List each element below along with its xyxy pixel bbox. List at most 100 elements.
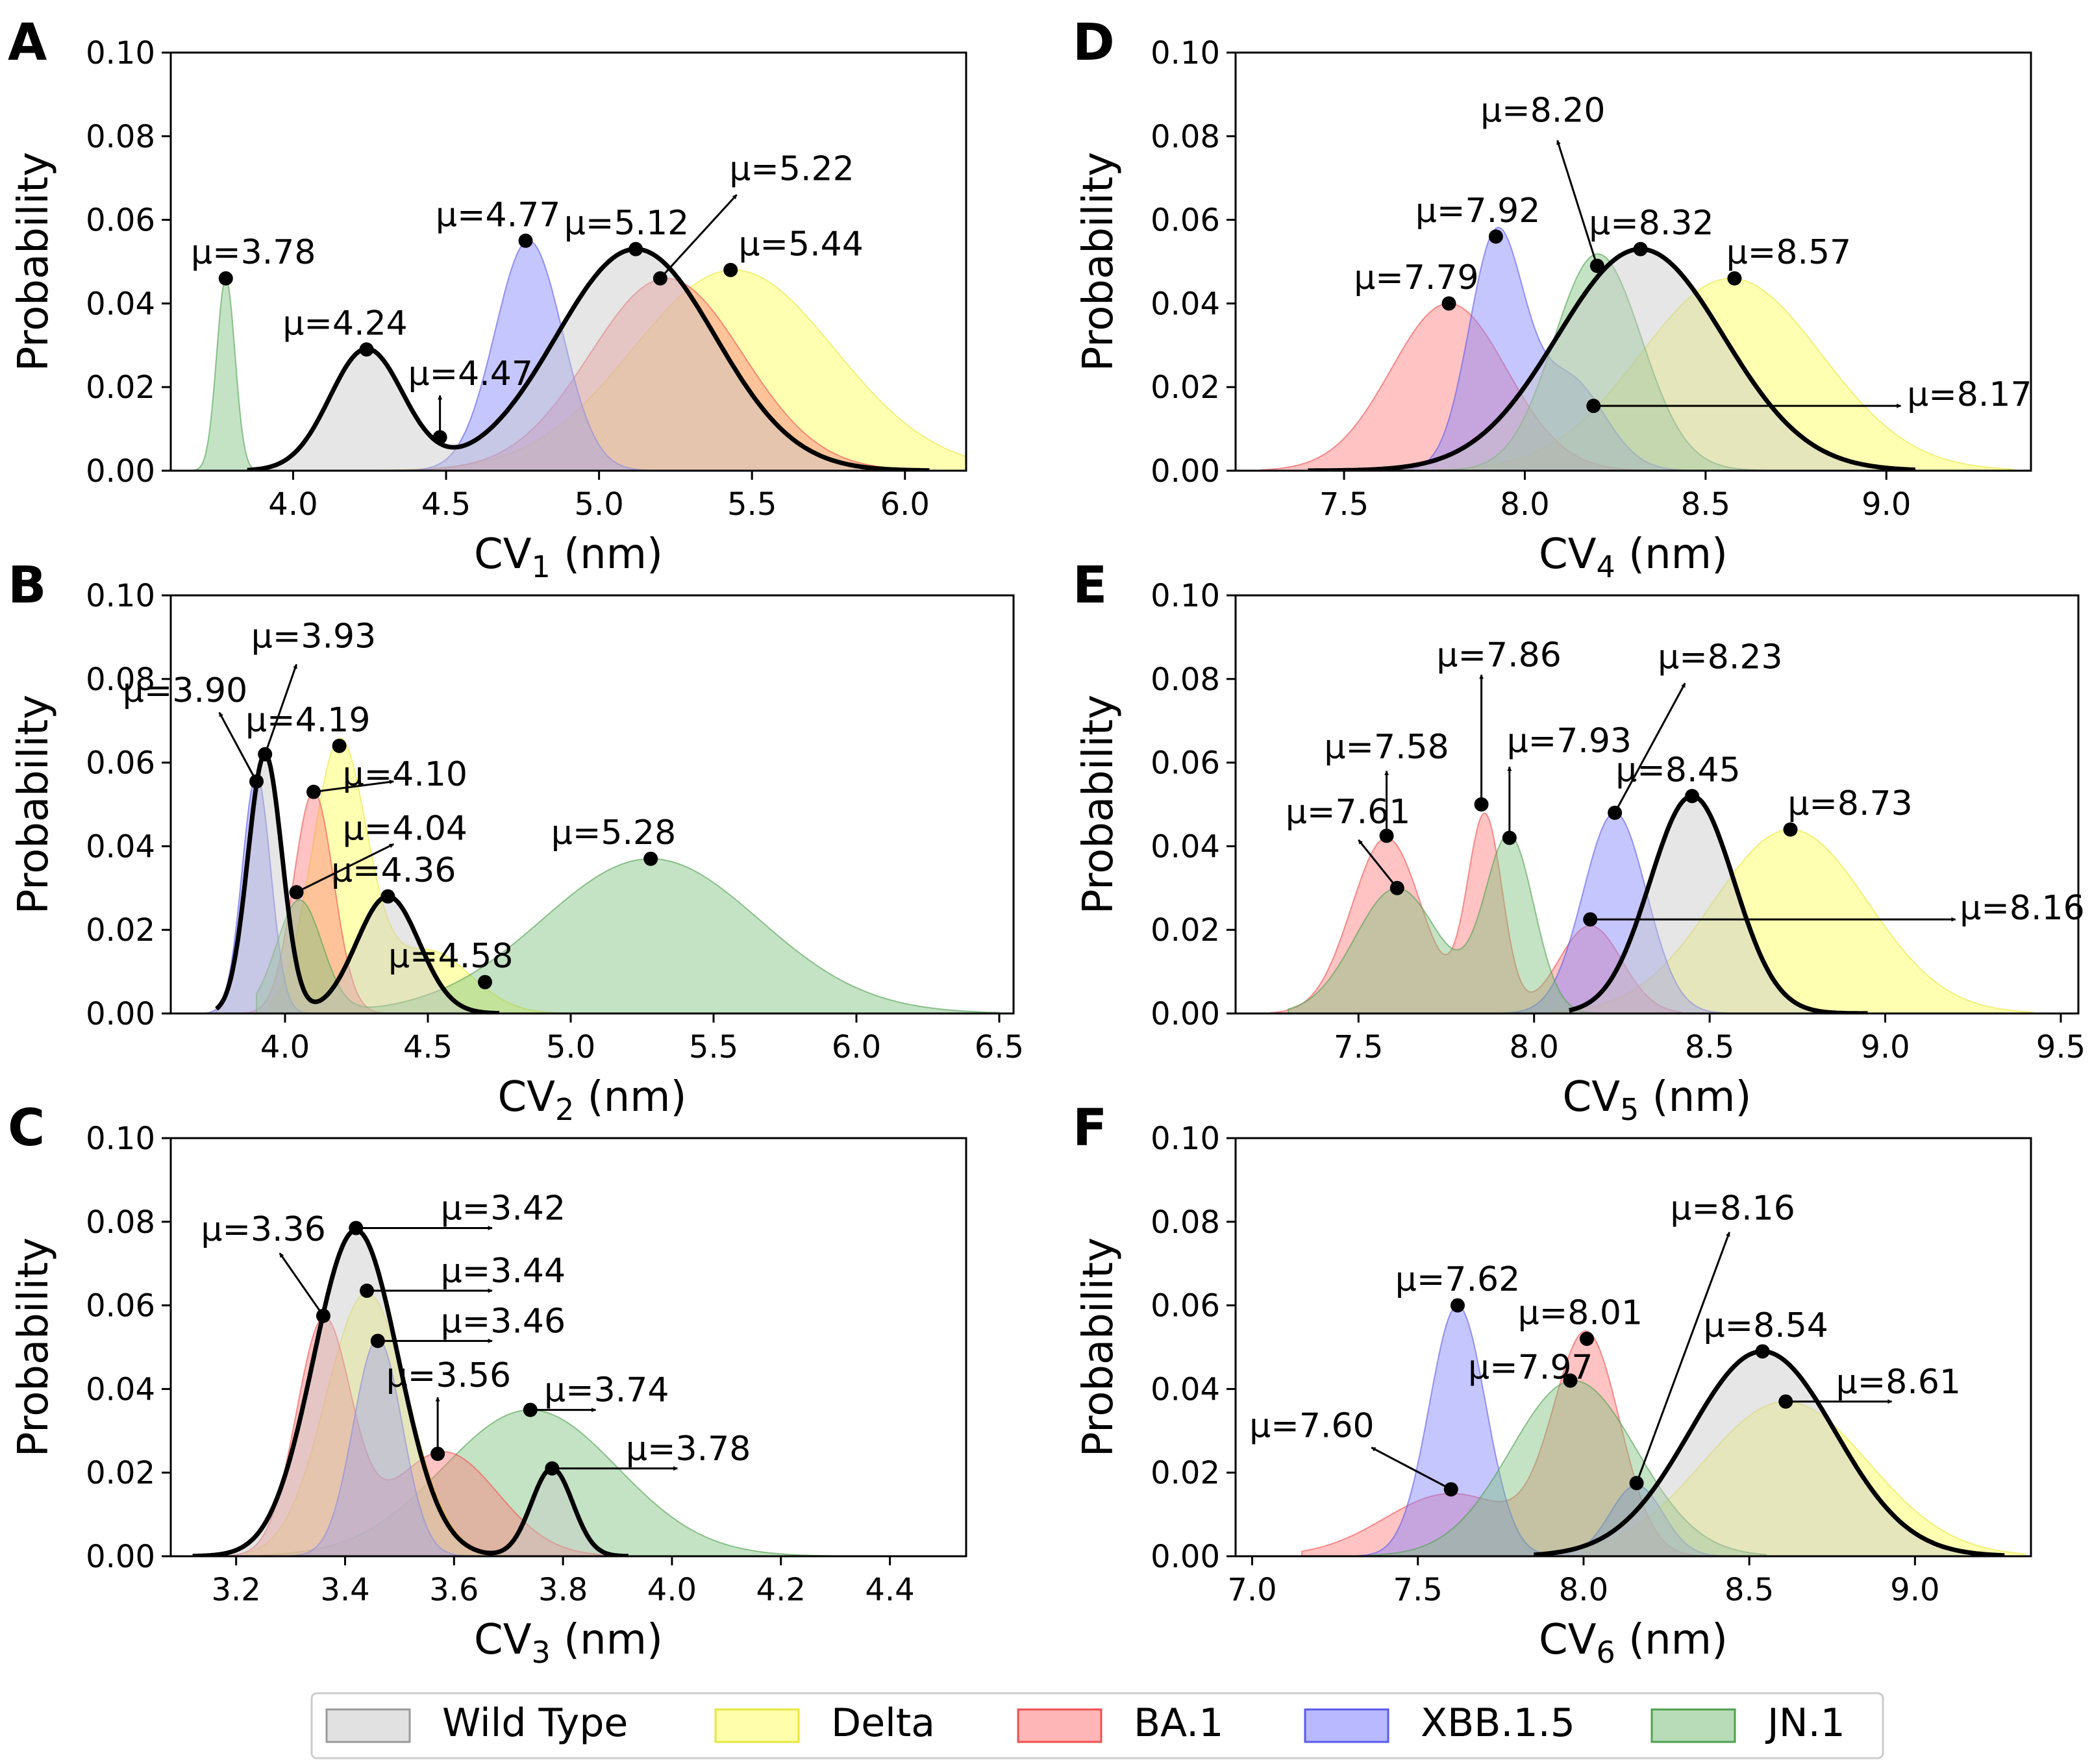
panel-c-xtick-label: 4.0 bbox=[647, 1572, 697, 1608]
legend-label-jn1: JN.1 bbox=[1765, 1700, 1845, 1746]
panel-e-annotation-text: μ=7.86 bbox=[1436, 636, 1561, 675]
panel-e-xtick-label: 9.5 bbox=[2036, 1029, 2086, 1065]
panel-a-ytick-label: 0.06 bbox=[86, 203, 155, 239]
panel-c-annotation-text: μ=3.42 bbox=[441, 1189, 566, 1228]
panel-a-annotation-text: μ=4.77 bbox=[436, 195, 560, 234]
panel-f-annotation-arrow bbox=[1636, 1232, 1730, 1484]
panel-e-annotation-marker bbox=[1474, 797, 1489, 812]
panel-f-annotation-text: μ=7.62 bbox=[1395, 1260, 1520, 1299]
panel-a-ytick-label: 0.00 bbox=[86, 453, 155, 490]
legend-label-xbb15: XBB.1.5 bbox=[1421, 1700, 1575, 1746]
panel-a-annotation-marker bbox=[218, 271, 233, 286]
panel-b: 0.00 0.02 0.04 0.06 0.08 0.10 4.0 4.5 5.0 5.5 6.0 6… bbox=[10, 578, 1024, 1127]
panel-d-annotation: μ=7.92 bbox=[1415, 192, 1540, 244]
panel-b-ytick-label: 0.06 bbox=[86, 745, 155, 782]
panel-c-annotation-marker bbox=[545, 1461, 560, 1476]
legend-entry-jn1: JN.1 bbox=[1650, 1700, 1845, 1746]
panel-c-xtick-label: 3.6 bbox=[429, 1572, 479, 1608]
panel-a-annotation: μ=3.78 bbox=[191, 233, 316, 286]
panel-b-annotation: μ=4.58 bbox=[388, 937, 513, 989]
panel-b-series-delta bbox=[270, 738, 599, 1013]
panel-b-annotation-marker bbox=[643, 851, 658, 866]
panel-d-y-axis-label: Probability bbox=[1075, 152, 1123, 371]
panel-b-xtick-label: 4.0 bbox=[260, 1029, 310, 1065]
panel-c-ytick-label: 0.02 bbox=[86, 1455, 155, 1491]
panel-f-annotation-marker bbox=[1580, 1332, 1595, 1347]
panel-a: 0.00 0.02 0.04 0.06 0.08 0.10 4.0 4.5 5.0 5.5 6.0 C… bbox=[10, 35, 967, 584]
panel-e-annotation-marker bbox=[1608, 805, 1623, 820]
panel-a-annotation: μ=5.22 bbox=[653, 149, 854, 286]
panel-f-ytick-label: 0.06 bbox=[1151, 1288, 1220, 1324]
panel-a-x-axis-label: CV1 (nm) bbox=[474, 530, 663, 584]
panel-f-ytick-label: 0.02 bbox=[1151, 1455, 1220, 1491]
panel-f-annotation-text: μ=8.54 bbox=[1703, 1306, 1828, 1345]
panel-f-annotation-marker bbox=[1778, 1394, 1793, 1409]
panel-f-annotation: μ=7.62 bbox=[1395, 1260, 1520, 1313]
panel-label-b: B bbox=[8, 556, 46, 615]
panel-f: 0.00 0.02 0.04 0.06 0.08 0.10 7.0 7.5 8.0 8.5 9.0 C… bbox=[1075, 1121, 2032, 1670]
panel-c-xtick-label: 3.2 bbox=[212, 1572, 261, 1608]
legend-entry-ba1: BA.1 bbox=[1017, 1700, 1223, 1746]
panel-b-series-ba-1 bbox=[242, 791, 442, 1013]
panel-f-annotation-marker bbox=[1629, 1476, 1644, 1491]
panel-c-xtick-label: 4.4 bbox=[865, 1572, 914, 1608]
panel-e-series-ba-1 bbox=[1270, 812, 1682, 1013]
panel-b-ytick-label: 0.00 bbox=[86, 996, 155, 1032]
panel-a-xtick-label: 5.5 bbox=[727, 486, 777, 523]
panel-a-series-jn-1 bbox=[192, 277, 264, 471]
panel-f-xtick-label: 8.5 bbox=[1725, 1572, 1774, 1608]
panel-a-plot-area bbox=[192, 240, 966, 471]
panel-a-annotation: μ=5.12 bbox=[564, 204, 689, 256]
panel-e-xtick-label: 8.5 bbox=[1685, 1029, 1734, 1065]
panel-label-e: E bbox=[1073, 556, 1107, 615]
panel-d-annotation-marker bbox=[1589, 258, 1604, 273]
panel-d-series-jn-1 bbox=[1415, 253, 1807, 471]
panel-a-annotation-text: μ=4.47 bbox=[408, 354, 533, 393]
panel-b-axes-frame bbox=[169, 594, 1015, 1015]
panel-e-annotation: μ=7.61 bbox=[1286, 793, 1410, 895]
panel-e-annotation-arrow bbox=[1613, 682, 1686, 814]
panel-f-xtick-label: 8.0 bbox=[1559, 1572, 1608, 1608]
panel-c-series-xbb-1-5 bbox=[279, 1338, 487, 1556]
panel-f-ytick-label: 0.08 bbox=[1151, 1204, 1220, 1241]
panel-f-annotation-text: μ=7.60 bbox=[1249, 1406, 1374, 1445]
panel-e-xtick-label: 9.0 bbox=[1860, 1029, 1910, 1065]
panel-b-xtick-label: 5.0 bbox=[546, 1029, 595, 1065]
panel-b-y-axis-label: Probability bbox=[10, 695, 58, 914]
panel-label-d: D bbox=[1073, 14, 1115, 72]
panel-e-ytick-label: 0.02 bbox=[1151, 912, 1220, 949]
panel-b-annotation-marker bbox=[478, 975, 492, 989]
panel-a-annotation-marker bbox=[518, 233, 533, 248]
panel-e-annotation-text: μ=8.73 bbox=[1787, 784, 1912, 823]
panel-f-annotation-marker bbox=[1755, 1344, 1770, 1359]
panel-e-axes-frame bbox=[1234, 594, 2080, 1015]
panel-f-series-xbb-1-5 bbox=[1335, 1304, 1724, 1556]
panel-a-annotation: μ=4.24 bbox=[282, 304, 408, 357]
panel-d-annotation-text: μ=7.79 bbox=[1354, 258, 1478, 297]
panel-a-annotation-marker bbox=[629, 242, 643, 256]
panel-c-annotation: μ=3.56 bbox=[386, 1356, 511, 1461]
panel-f-xtick-label: 7.5 bbox=[1393, 1572, 1443, 1608]
panel-e-series-jn-1 bbox=[1288, 833, 1605, 1013]
panel-a-annotation: μ=4.77 bbox=[436, 195, 560, 248]
panel-e-annotation-text: μ=8.45 bbox=[1615, 751, 1740, 790]
panel-d-annotation: μ=8.17 bbox=[1586, 375, 2032, 414]
legend-label-wild-type: Wild Type bbox=[442, 1700, 628, 1746]
panel-b-series-jn-1 bbox=[256, 858, 1000, 1013]
panel-f-annotation-text: μ=7.97 bbox=[1468, 1348, 1593, 1387]
panel-c-ytick-label: 0.00 bbox=[86, 1539, 155, 1575]
panel-b-annotation-text: μ=4.36 bbox=[331, 851, 456, 890]
legend-swatch-ba1 bbox=[1017, 1708, 1102, 1743]
panel-e-plot-area bbox=[1270, 793, 2034, 1013]
panel-d-annotation: μ=7.79 bbox=[1354, 258, 1479, 311]
panel-label-a: A bbox=[8, 14, 47, 72]
panel-f-annotation-text: μ=8.01 bbox=[1518, 1294, 1643, 1333]
panel-e-annotation: μ=8.23 bbox=[1608, 638, 1783, 820]
panel-d-annotation: μ=8.20 bbox=[1480, 91, 1606, 273]
panel-d-annotation-marker bbox=[1441, 296, 1456, 311]
panel-f-annotation: μ=8.61 bbox=[1778, 1363, 1961, 1409]
panel-c-annotation-marker bbox=[523, 1402, 538, 1417]
panel-b-ytick-label: 0.08 bbox=[86, 662, 155, 698]
panel-c-xtick-label: 4.2 bbox=[756, 1572, 806, 1608]
panel-e-annotation: μ=8.73 bbox=[1783, 784, 1913, 837]
